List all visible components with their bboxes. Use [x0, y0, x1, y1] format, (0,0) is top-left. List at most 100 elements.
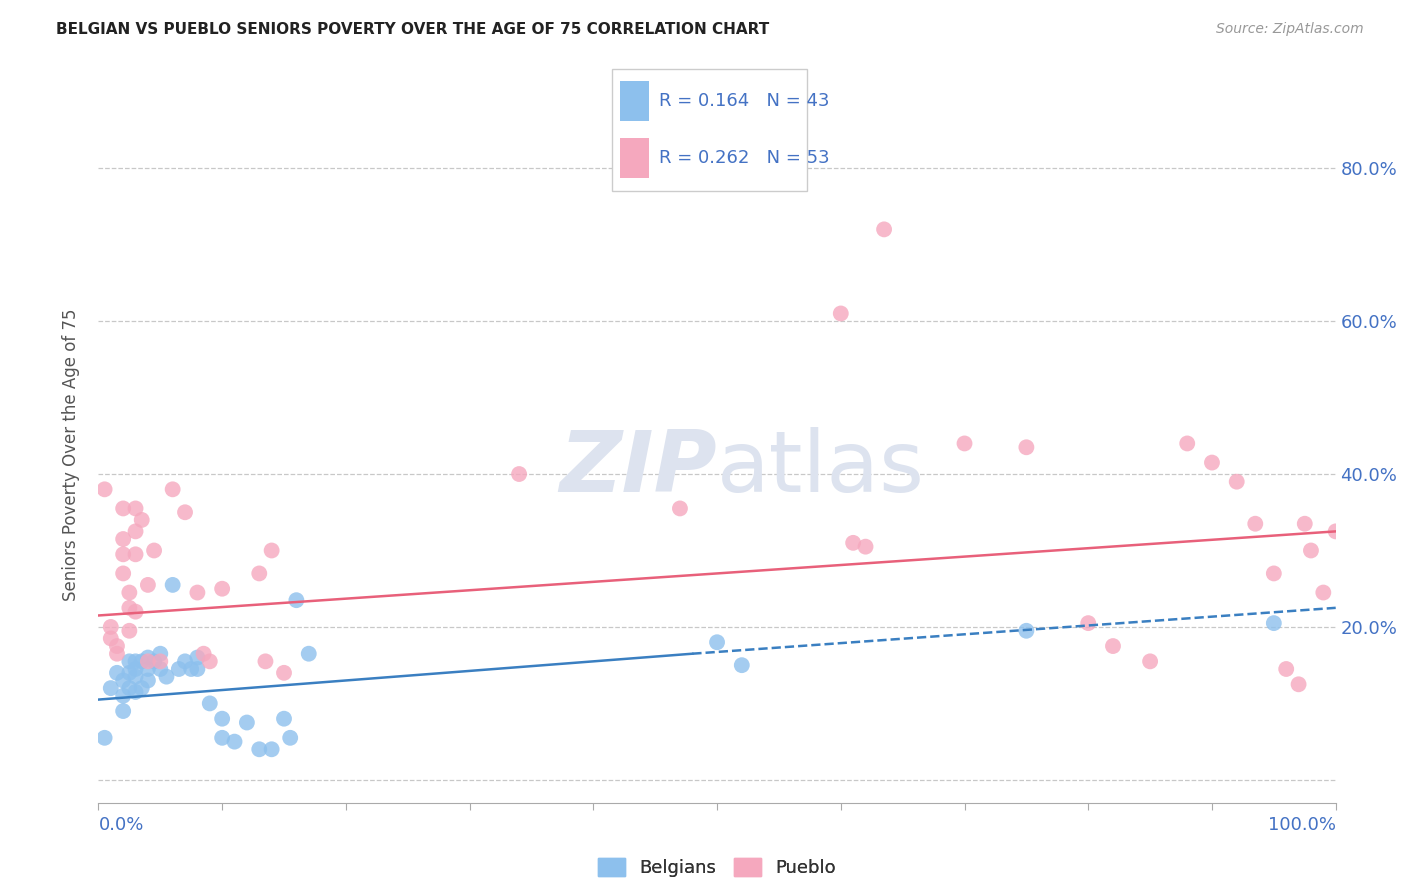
Point	[193, 647, 215, 661]
Point	[830, 306, 852, 320]
Point	[298, 647, 321, 661]
Point	[149, 654, 172, 668]
Point	[1175, 436, 1198, 450]
Point	[93, 483, 115, 497]
Point	[124, 662, 146, 676]
Text: R = 0.164   N = 43: R = 0.164 N = 43	[658, 92, 830, 110]
Point	[124, 685, 146, 699]
Point	[1299, 543, 1322, 558]
Point	[224, 734, 246, 748]
Point	[1226, 475, 1249, 489]
Point	[93, 731, 115, 745]
Point	[186, 662, 208, 676]
Point	[105, 639, 128, 653]
Point	[842, 536, 865, 550]
Point	[136, 650, 159, 665]
Point	[118, 624, 141, 638]
Point	[1263, 566, 1285, 581]
Point	[180, 662, 202, 676]
Point	[112, 704, 135, 718]
Point	[131, 654, 153, 668]
Point	[1324, 524, 1347, 539]
Point	[254, 654, 277, 668]
Point	[211, 582, 233, 596]
Point	[136, 654, 159, 668]
Point	[124, 524, 146, 539]
Point	[100, 620, 122, 634]
Point	[100, 632, 122, 646]
Point	[143, 654, 166, 668]
Point	[1288, 677, 1310, 691]
Point	[247, 566, 270, 581]
Point	[112, 532, 135, 546]
Point	[1312, 585, 1334, 599]
Text: atlas: atlas	[717, 427, 925, 510]
Point	[118, 681, 141, 695]
Point	[143, 543, 166, 558]
Point	[124, 654, 146, 668]
Text: ZIP: ZIP	[560, 427, 717, 510]
Point	[1294, 516, 1316, 531]
Point	[136, 662, 159, 676]
Point	[100, 681, 122, 695]
Point	[162, 483, 184, 497]
Point	[731, 658, 754, 673]
Point	[186, 585, 208, 599]
FancyBboxPatch shape	[620, 138, 650, 178]
Point	[131, 681, 153, 695]
Point	[260, 742, 283, 756]
Point	[211, 712, 233, 726]
Point	[124, 547, 146, 561]
Point	[1015, 624, 1038, 638]
Point	[1139, 654, 1161, 668]
Point	[167, 662, 190, 676]
Point	[508, 467, 530, 481]
Text: Source: ZipAtlas.com: Source: ZipAtlas.com	[1216, 22, 1364, 37]
Point	[1263, 616, 1285, 631]
Point	[162, 578, 184, 592]
Point	[247, 742, 270, 756]
Point	[118, 665, 141, 680]
Point	[118, 654, 141, 668]
Point	[953, 436, 976, 450]
Point	[118, 600, 141, 615]
Point	[124, 501, 146, 516]
Point	[1275, 662, 1298, 676]
Point	[1244, 516, 1267, 531]
Text: 100.0%: 100.0%	[1268, 816, 1336, 834]
Point	[186, 650, 208, 665]
Point	[1077, 616, 1099, 631]
Point	[149, 647, 172, 661]
Point	[211, 731, 233, 745]
Point	[706, 635, 728, 649]
Point	[105, 647, 128, 661]
Point	[1201, 456, 1223, 470]
Point	[273, 712, 295, 726]
Text: 0.0%: 0.0%	[98, 816, 143, 834]
Point	[131, 513, 153, 527]
Y-axis label: Seniors Poverty Over the Age of 75: Seniors Poverty Over the Age of 75	[62, 309, 80, 601]
Point	[198, 697, 221, 711]
Point	[273, 665, 295, 680]
Point	[136, 578, 159, 592]
Point	[285, 593, 308, 607]
Point	[155, 670, 177, 684]
Point	[278, 731, 301, 745]
Text: R = 0.262   N = 53: R = 0.262 N = 53	[658, 149, 830, 167]
Point	[198, 654, 221, 668]
Point	[669, 501, 692, 516]
Point	[260, 543, 283, 558]
FancyBboxPatch shape	[612, 69, 807, 191]
Point	[236, 715, 259, 730]
Point	[112, 547, 135, 561]
Point	[855, 540, 877, 554]
Point	[174, 654, 197, 668]
Point	[136, 673, 159, 688]
Point	[112, 501, 135, 516]
Point	[1015, 440, 1038, 454]
Point	[112, 566, 135, 581]
Point	[118, 585, 141, 599]
Point	[112, 689, 135, 703]
Point	[1102, 639, 1125, 653]
Point	[124, 605, 146, 619]
